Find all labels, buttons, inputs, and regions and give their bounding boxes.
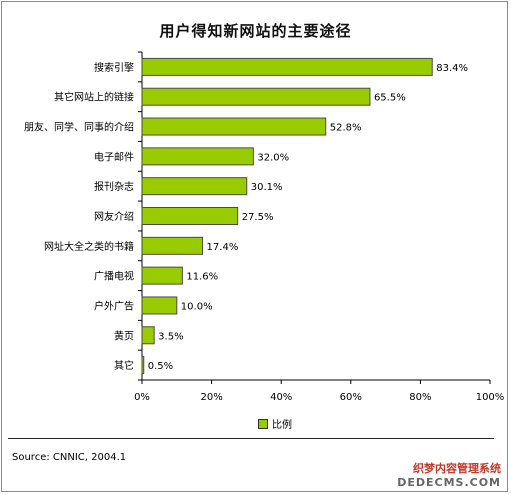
x-tick-label: 40% [270, 392, 292, 403]
divider [8, 438, 494, 439]
watermark: 织梦内容管理系统 DEDECMS.COM [397, 460, 501, 489]
bar [141, 117, 327, 136]
value-label: 10.0% [181, 301, 213, 312]
bar [141, 326, 155, 345]
chart-title: 用户得知新网站的主要途径 [159, 22, 352, 40]
category-label: 其它网站上的链接 [54, 91, 134, 104]
legend-swatch [258, 418, 268, 429]
watermark-cn: 织梦内容管理系统 [413, 462, 501, 475]
value-label: 0.5% [148, 361, 173, 372]
category-label: 网友介绍 [94, 210, 134, 223]
value-label: 83.4% [436, 63, 468, 74]
bar [141, 57, 433, 76]
bar [141, 266, 183, 285]
category-label: 报刊杂志 [94, 180, 134, 193]
x-tick-label: 80% [409, 392, 431, 403]
bar [141, 87, 371, 106]
category-label: 网址大全之类的书籍 [44, 240, 134, 253]
watermark-en: DEDECMS.COM [397, 476, 501, 489]
value-label: 52.8% [330, 123, 362, 134]
value-label: 3.5% [158, 331, 183, 342]
x-tick-label: 20% [200, 392, 222, 403]
source-note: Source: CNNIC, 2004.1 [12, 452, 127, 463]
x-tick-label: 0% [134, 392, 150, 403]
value-label: 32.0% [257, 152, 289, 163]
x-tick-label: 60% [340, 392, 362, 403]
value-label: 27.5% [242, 212, 274, 223]
bar [141, 177, 248, 196]
value-label: 30.1% [251, 182, 283, 193]
bar [141, 147, 254, 166]
category-label: 电子邮件 [94, 150, 134, 163]
bar [141, 296, 178, 315]
category-label: 广播电视 [94, 270, 134, 283]
legend: 比例 [258, 416, 292, 431]
category-label: 朋友、同学、同事的介绍 [24, 121, 134, 134]
value-label: 65.5% [374, 93, 406, 104]
bar [141, 236, 204, 255]
x-tick-label: 100% [476, 392, 505, 403]
category-label: 搜索引擎 [94, 61, 134, 74]
category-label: 黄页 [114, 329, 134, 342]
bar [141, 207, 239, 225]
value-label: 11.6% [186, 272, 218, 283]
value-label: 17.4% [207, 242, 239, 253]
category-label: 其它 [114, 359, 134, 372]
category-label: 户外广告 [94, 299, 134, 312]
legend-label: 比例 [272, 420, 292, 431]
bar [141, 356, 145, 375]
